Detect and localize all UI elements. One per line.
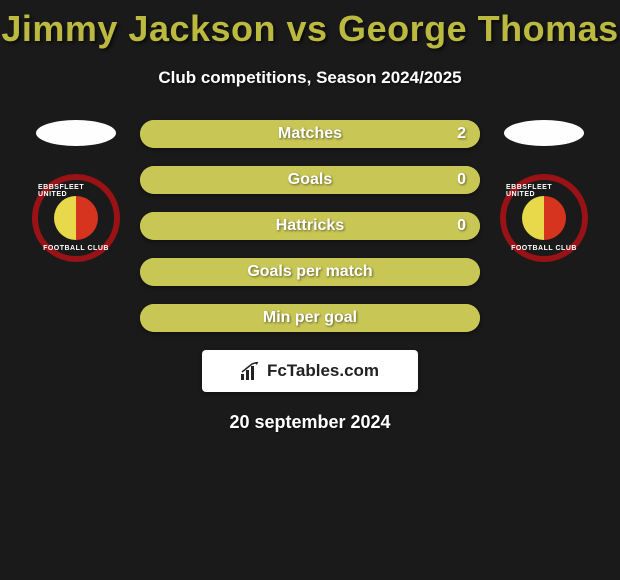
bar-label: Min per goal	[263, 309, 357, 327]
bar-value: 0	[457, 217, 466, 235]
bar-value: 0	[457, 171, 466, 189]
right-club-crest: EBBSFLEET UNITED FOOTBALL CLUB	[500, 174, 588, 262]
logo-text: FcTables.com	[267, 361, 379, 381]
bar-label: Hattricks	[276, 217, 344, 235]
left-club-crest: EBBSFLEET UNITED FOOTBALL CLUB	[32, 174, 120, 262]
stat-bar: Min per goal	[140, 304, 480, 332]
fctables-logo: FcTables.com	[202, 350, 418, 392]
bar-label: Goals	[288, 171, 332, 189]
bar-label: Goals per match	[247, 263, 372, 281]
stat-bars: Matches 2 Goals 0 Hattricks 0 Goals per match M…	[140, 120, 480, 332]
bar-label: Matches	[278, 125, 342, 143]
right-oval	[504, 120, 584, 146]
left-column: EBBSFLEET UNITED FOOTBALL CLUB	[32, 120, 120, 262]
comparison-content: EBBSFLEET UNITED FOOTBALL CLUB Matches 2 G…	[0, 120, 620, 332]
left-oval	[36, 120, 116, 146]
stat-bar: Goals 0	[140, 166, 480, 194]
chart-icon	[241, 362, 261, 380]
crest-text-bot: FOOTBALL CLUB	[511, 245, 577, 252]
stat-bar: Goals per match	[140, 258, 480, 286]
subtitle: Club competitions, Season 2024/2025	[0, 68, 620, 88]
crest-inner-icon	[54, 196, 98, 240]
right-column: EBBSFLEET UNITED FOOTBALL CLUB	[500, 120, 588, 262]
date-text: 20 september 2024	[0, 412, 620, 433]
crest-text-bot: FOOTBALL CLUB	[43, 245, 109, 252]
bar-value: 2	[457, 125, 466, 143]
stat-bar: Hattricks 0	[140, 212, 480, 240]
stat-bar: Matches 2	[140, 120, 480, 148]
page-title: Jimmy Jackson vs George Thomas	[0, 0, 620, 50]
crest-inner-icon	[522, 196, 566, 240]
